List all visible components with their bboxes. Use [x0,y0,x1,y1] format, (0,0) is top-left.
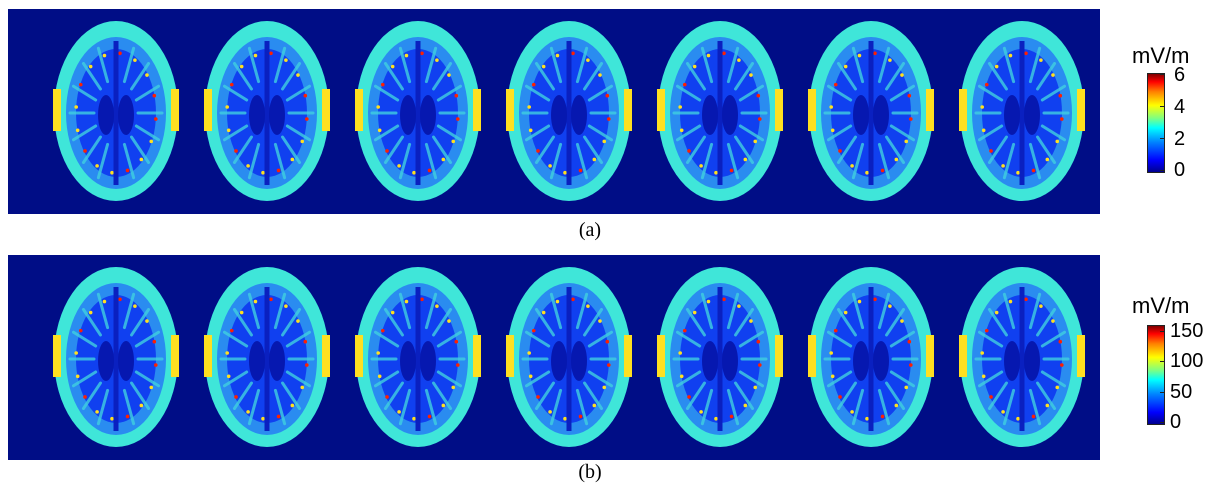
colorbar-a-tick: 6 [1174,64,1186,86]
brain-slice [53,267,179,447]
brain-slice [657,267,783,447]
brain-slices-b [8,255,1100,460]
brain-slice [808,21,934,201]
brain-slice [959,267,1085,447]
colorbar-a-tickmark [1160,138,1164,139]
colorbar-b-tickmark [1160,361,1164,362]
colorbar-b-tick: 100 [1170,350,1204,372]
colorbar-a-unit: mV/m [1132,43,1190,68]
brain-slice [53,21,179,201]
caption-a: (a) [578,219,602,241]
colorbar-a-tickmark [1160,106,1164,107]
colorbar-a-tickmark [1160,74,1164,75]
colorbar-b-unit: mV/m [1132,293,1190,318]
brain-slice [355,267,481,447]
colorbar-a-gradient [1147,73,1165,173]
brain-slice [657,21,783,201]
brain-slice [959,21,1085,201]
colorbar-b-tick: 50 [1170,381,1193,403]
colorbar-a-tick: 2 [1174,128,1186,150]
colorbar-b-gradient [1147,325,1165,425]
brain-slice [506,21,632,201]
brain-slice [506,267,632,447]
brain-slice [355,21,481,201]
field-map-panel-a [8,9,1100,214]
colorbar-a-tick: 0 [1174,159,1186,181]
colorbar-b-tickmark [1160,422,1164,423]
colorbar-b-tick: 150 [1170,320,1204,342]
brain-slice [808,267,934,447]
brain-slices-a [8,9,1100,214]
colorbar-b-tickmark [1160,331,1164,332]
colorbar-a-tickmark [1160,170,1164,171]
brain-slice [204,21,330,201]
caption-b: (b) [578,461,602,483]
colorbar-b-tick: 0 [1170,411,1182,433]
colorbar-a-tick: 4 [1174,96,1186,118]
field-map-panel-b [8,255,1100,460]
colorbar-b-tickmark [1160,392,1164,393]
brain-slice [204,267,330,447]
